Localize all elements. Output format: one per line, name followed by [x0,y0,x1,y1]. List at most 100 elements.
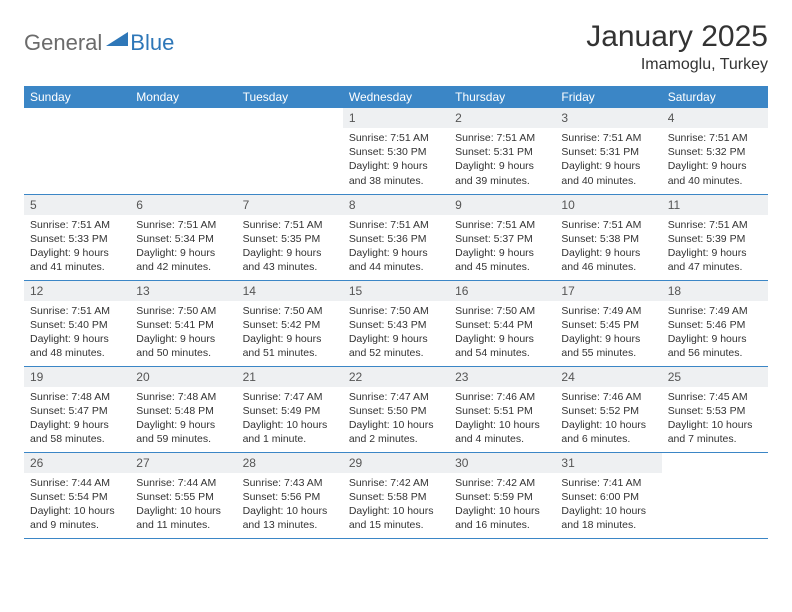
day-detail: Sunrise: 7:47 AMSunset: 5:49 PMDaylight:… [237,387,343,451]
day-detail: Sunrise: 7:44 AMSunset: 5:55 PMDaylight:… [130,473,236,537]
day-number: 29 [343,453,449,473]
calendar-day: 8Sunrise: 7:51 AMSunset: 5:36 PMDaylight… [343,194,449,280]
weekday-header: Thursday [449,86,555,108]
day-number: 16 [449,281,555,301]
day-number: 12 [24,281,130,301]
location: Imamoglu, Turkey [586,56,768,74]
day-detail: Sunrise: 7:51 AMSunset: 5:38 PMDaylight:… [555,215,661,279]
calendar-empty [130,108,236,194]
day-detail: Sunrise: 7:43 AMSunset: 5:56 PMDaylight:… [237,473,343,537]
weekday-header: Saturday [662,86,768,108]
calendar-day: 13Sunrise: 7:50 AMSunset: 5:41 PMDayligh… [130,280,236,366]
calendar-day: 14Sunrise: 7:50 AMSunset: 5:42 PMDayligh… [237,280,343,366]
calendar-day: 19Sunrise: 7:48 AMSunset: 5:47 PMDayligh… [24,366,130,452]
day-number: 24 [555,367,661,387]
day-detail: Sunrise: 7:50 AMSunset: 5:44 PMDaylight:… [449,301,555,365]
header: General Blue January 2025 Imamoglu, Turk… [24,20,768,74]
calendar-day: 27Sunrise: 7:44 AMSunset: 5:55 PMDayligh… [130,452,236,538]
calendar-day: 22Sunrise: 7:47 AMSunset: 5:50 PMDayligh… [343,366,449,452]
day-number: 17 [555,281,661,301]
calendar-table: SundayMondayTuesdayWednesdayThursdayFrid… [24,86,768,539]
day-number: 20 [130,367,236,387]
day-detail: Sunrise: 7:51 AMSunset: 5:36 PMDaylight:… [343,215,449,279]
calendar-day: 15Sunrise: 7:50 AMSunset: 5:43 PMDayligh… [343,280,449,366]
day-number: 21 [237,367,343,387]
day-number: 5 [24,195,130,215]
month-title: January 2025 [586,20,768,54]
title-block: January 2025 Imamoglu, Turkey [586,20,768,74]
day-detail: Sunrise: 7:48 AMSunset: 5:47 PMDaylight:… [24,387,130,451]
day-detail: Sunrise: 7:42 AMSunset: 5:58 PMDaylight:… [343,473,449,537]
day-detail: Sunrise: 7:49 AMSunset: 5:45 PMDaylight:… [555,301,661,365]
calendar-day: 5Sunrise: 7:51 AMSunset: 5:33 PMDaylight… [24,194,130,280]
day-detail: Sunrise: 7:44 AMSunset: 5:54 PMDaylight:… [24,473,130,537]
day-detail: Sunrise: 7:46 AMSunset: 5:51 PMDaylight:… [449,387,555,451]
calendar-day: 11Sunrise: 7:51 AMSunset: 5:39 PMDayligh… [662,194,768,280]
day-detail: Sunrise: 7:45 AMSunset: 5:53 PMDaylight:… [662,387,768,451]
calendar-day: 10Sunrise: 7:51 AMSunset: 5:38 PMDayligh… [555,194,661,280]
day-detail: Sunrise: 7:50 AMSunset: 5:41 PMDaylight:… [130,301,236,365]
calendar-day: 25Sunrise: 7:45 AMSunset: 5:53 PMDayligh… [662,366,768,452]
logo-text-blue: Blue [130,30,174,56]
day-detail: Sunrise: 7:51 AMSunset: 5:30 PMDaylight:… [343,128,449,192]
day-number: 13 [130,281,236,301]
day-detail: Sunrise: 7:41 AMSunset: 6:00 PMDaylight:… [555,473,661,537]
calendar-day: 6Sunrise: 7:51 AMSunset: 5:34 PMDaylight… [130,194,236,280]
calendar-day: 3Sunrise: 7:51 AMSunset: 5:31 PMDaylight… [555,108,661,194]
calendar-body: 1Sunrise: 7:51 AMSunset: 5:30 PMDaylight… [24,108,768,538]
logo-text-general: General [24,30,102,56]
day-detail: Sunrise: 7:51 AMSunset: 5:39 PMDaylight:… [662,215,768,279]
day-detail: Sunrise: 7:51 AMSunset: 5:31 PMDaylight:… [449,128,555,192]
calendar-day: 1Sunrise: 7:51 AMSunset: 5:30 PMDaylight… [343,108,449,194]
day-number: 22 [343,367,449,387]
calendar-week: 5Sunrise: 7:51 AMSunset: 5:33 PMDaylight… [24,194,768,280]
calendar-day: 29Sunrise: 7:42 AMSunset: 5:58 PMDayligh… [343,452,449,538]
day-number: 10 [555,195,661,215]
calendar-head: SundayMondayTuesdayWednesdayThursdayFrid… [24,86,768,108]
calendar-day: 28Sunrise: 7:43 AMSunset: 5:56 PMDayligh… [237,452,343,538]
day-number: 31 [555,453,661,473]
day-detail: Sunrise: 7:51 AMSunset: 5:31 PMDaylight:… [555,128,661,192]
day-number: 8 [343,195,449,215]
day-detail: Sunrise: 7:51 AMSunset: 5:35 PMDaylight:… [237,215,343,279]
day-detail: Sunrise: 7:50 AMSunset: 5:43 PMDaylight:… [343,301,449,365]
day-number: 6 [130,195,236,215]
day-detail: Sunrise: 7:51 AMSunset: 5:34 PMDaylight:… [130,215,236,279]
day-number: 25 [662,367,768,387]
calendar-day: 26Sunrise: 7:44 AMSunset: 5:54 PMDayligh… [24,452,130,538]
day-number: 9 [449,195,555,215]
day-number: 15 [343,281,449,301]
calendar-day: 21Sunrise: 7:47 AMSunset: 5:49 PMDayligh… [237,366,343,452]
day-number: 18 [662,281,768,301]
day-number: 2 [449,108,555,128]
day-number: 3 [555,108,661,128]
day-number: 23 [449,367,555,387]
day-number: 27 [130,453,236,473]
calendar-week: 1Sunrise: 7:51 AMSunset: 5:30 PMDaylight… [24,108,768,194]
day-number: 26 [24,453,130,473]
calendar-day: 9Sunrise: 7:51 AMSunset: 5:37 PMDaylight… [449,194,555,280]
day-detail: Sunrise: 7:51 AMSunset: 5:32 PMDaylight:… [662,128,768,192]
day-number: 30 [449,453,555,473]
day-number: 1 [343,108,449,128]
day-detail: Sunrise: 7:47 AMSunset: 5:50 PMDaylight:… [343,387,449,451]
logo: General Blue [24,20,174,56]
calendar-day: 7Sunrise: 7:51 AMSunset: 5:35 PMDaylight… [237,194,343,280]
calendar-day: 2Sunrise: 7:51 AMSunset: 5:31 PMDaylight… [449,108,555,194]
calendar-empty [662,452,768,538]
calendar-week: 19Sunrise: 7:48 AMSunset: 5:47 PMDayligh… [24,366,768,452]
calendar-day: 30Sunrise: 7:42 AMSunset: 5:59 PMDayligh… [449,452,555,538]
calendar-day: 17Sunrise: 7:49 AMSunset: 5:45 PMDayligh… [555,280,661,366]
day-number: 4 [662,108,768,128]
day-detail: Sunrise: 7:46 AMSunset: 5:52 PMDaylight:… [555,387,661,451]
calendar-week: 26Sunrise: 7:44 AMSunset: 5:54 PMDayligh… [24,452,768,538]
calendar-empty [24,108,130,194]
day-detail: Sunrise: 7:51 AMSunset: 5:33 PMDaylight:… [24,215,130,279]
calendar-day: 18Sunrise: 7:49 AMSunset: 5:46 PMDayligh… [662,280,768,366]
day-detail: Sunrise: 7:51 AMSunset: 5:37 PMDaylight:… [449,215,555,279]
day-number: 19 [24,367,130,387]
weekday-header: Wednesday [343,86,449,108]
calendar-day: 20Sunrise: 7:48 AMSunset: 5:48 PMDayligh… [130,366,236,452]
calendar-day: 31Sunrise: 7:41 AMSunset: 6:00 PMDayligh… [555,452,661,538]
day-number: 11 [662,195,768,215]
